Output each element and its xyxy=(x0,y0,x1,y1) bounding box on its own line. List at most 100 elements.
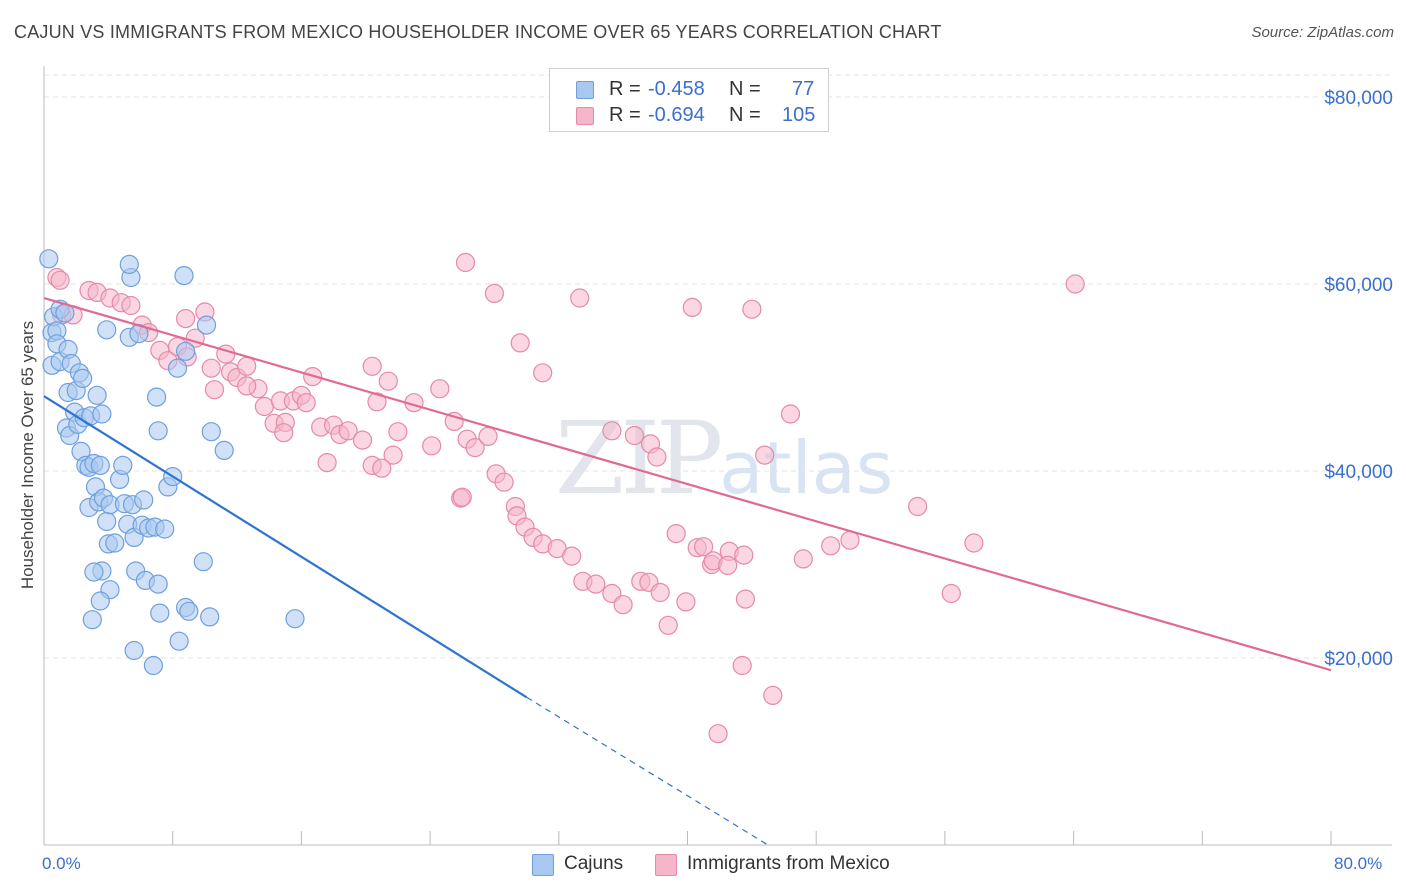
data-point-cajuns xyxy=(90,591,110,611)
data-point-mexico xyxy=(734,545,754,565)
data-point-mexico xyxy=(763,685,783,706)
y-tick-label: $20,000 xyxy=(1324,649,1393,670)
bottom-legend-swatch-mexico xyxy=(655,854,677,876)
legend-n-label: N = xyxy=(729,78,761,100)
data-point-cajuns xyxy=(90,455,110,475)
data-point-cajuns xyxy=(148,421,168,441)
data-point-cajuns xyxy=(87,385,107,405)
data-point-cajuns xyxy=(155,519,175,539)
y-tick-label: $80,000 xyxy=(1324,88,1393,109)
x-axis-min-label: 0.0% xyxy=(42,854,81,873)
data-point-mexico xyxy=(682,297,702,317)
data-point-mexico xyxy=(742,299,762,319)
trend-lines xyxy=(43,296,1332,846)
watermark: ZIPatlas xyxy=(555,400,893,517)
x-axis-max-label: 80.0% xyxy=(1334,854,1383,873)
data-point-mexico xyxy=(658,615,678,635)
data-point-cajuns xyxy=(193,552,213,572)
data-point-cajuns xyxy=(179,601,199,621)
data-point-cajuns xyxy=(124,640,144,661)
data-point-cajuns xyxy=(105,533,125,553)
data-point-mexico xyxy=(624,425,645,446)
correlation-legend: R = -0.458 N = 77 R = -0.694 N = 105 xyxy=(549,68,829,132)
data-point-cajuns xyxy=(174,266,194,286)
legend-swatch-cajuns xyxy=(576,81,594,99)
data-point-mexico xyxy=(666,523,686,544)
data-point-cajuns xyxy=(214,440,234,460)
data-point-mexico xyxy=(494,472,514,492)
source-label: Source: ZipAtlas.com xyxy=(1251,24,1394,41)
watermark-zip: ZIP xyxy=(555,400,723,517)
data-point-cajuns xyxy=(285,609,305,629)
data-point-cajuns xyxy=(201,422,221,442)
data-point-cajuns xyxy=(84,562,104,582)
data-point-cajuns xyxy=(82,610,102,630)
data-point-mexico xyxy=(204,380,225,400)
data-point-mexico xyxy=(964,533,984,553)
data-point-cajuns xyxy=(167,358,188,378)
data-point-mexico xyxy=(647,447,667,467)
legend-r-label: R = xyxy=(609,78,641,100)
legend-row-mexico: R = -0.694 N = 105 xyxy=(550,101,828,129)
trend-line-mexico xyxy=(43,296,1332,672)
data-point-cajuns xyxy=(169,631,189,651)
legend-swatch-mexico xyxy=(576,107,594,125)
legend-n-value: 105 xyxy=(782,104,816,126)
legend-r-value: -0.458 xyxy=(648,78,705,100)
legend-n-label: N = xyxy=(729,104,761,126)
data-point-cajuns xyxy=(147,387,167,407)
data-point-mexico xyxy=(383,445,403,465)
legend-r-label: R = xyxy=(609,104,641,126)
trend-line-cajuns-extension xyxy=(526,696,769,846)
data-point-cajuns xyxy=(150,603,170,623)
data-point-mexico xyxy=(254,396,274,417)
data-point-mexico xyxy=(372,458,392,478)
data-point-mexico xyxy=(338,421,358,441)
data-point-cajuns xyxy=(200,607,220,627)
legend-row-cajuns: R = -0.458 N = 77 xyxy=(550,75,828,103)
data-point-mexico xyxy=(570,288,590,308)
data-point-mexico xyxy=(718,555,738,576)
data-point-mexico xyxy=(317,453,337,473)
data-point-mexico xyxy=(676,592,696,612)
data-point-mexico xyxy=(708,724,728,744)
data-point-cajuns xyxy=(196,315,217,335)
data-point-mexico xyxy=(478,426,498,446)
data-point-mexico xyxy=(378,371,398,391)
data-point-mexico xyxy=(296,393,316,413)
data-point-cajuns xyxy=(143,655,163,676)
bottom-legend-label-mexico: Immigrants from Mexico xyxy=(687,853,890,874)
data-point-mexico xyxy=(484,283,504,303)
data-point-mexico xyxy=(362,356,382,376)
data-point-mexico xyxy=(237,376,257,396)
data-point-mexico xyxy=(613,595,633,615)
data-point-mexico xyxy=(562,546,582,566)
data-point-mexico xyxy=(388,422,408,442)
data-point-mexico xyxy=(650,582,670,603)
data-point-mexico xyxy=(732,655,752,676)
data-point-mexico xyxy=(367,392,387,412)
data-point-cajuns xyxy=(92,404,112,424)
data-point-mexico xyxy=(510,333,530,353)
data-point-mexico xyxy=(735,589,756,609)
data-point-mexico xyxy=(430,379,450,399)
y-tick-label: $40,000 xyxy=(1324,462,1393,483)
data-point-mexico xyxy=(780,404,801,424)
data-point-mexico xyxy=(755,445,775,465)
data-point-cajuns xyxy=(119,254,139,274)
axes xyxy=(43,66,1392,846)
data-point-mexico xyxy=(533,363,553,383)
data-point-cajuns xyxy=(39,249,59,269)
data-point-mexico xyxy=(602,421,622,441)
data-point-mexico xyxy=(1065,274,1085,294)
data-point-cajuns xyxy=(148,574,168,594)
data-point-mexico xyxy=(941,583,961,604)
data-point-mexico xyxy=(455,252,476,273)
data-point-mexico xyxy=(121,295,141,316)
data-point-mexico xyxy=(793,549,813,569)
trend-line-cajuns xyxy=(43,395,528,699)
y-tick-labels: $20,000 $40,000 $60,000 $80,000 xyxy=(1324,88,1393,670)
y-axis-title: Householder Income Over 65 years xyxy=(18,320,37,590)
data-point-cajuns xyxy=(134,490,154,510)
